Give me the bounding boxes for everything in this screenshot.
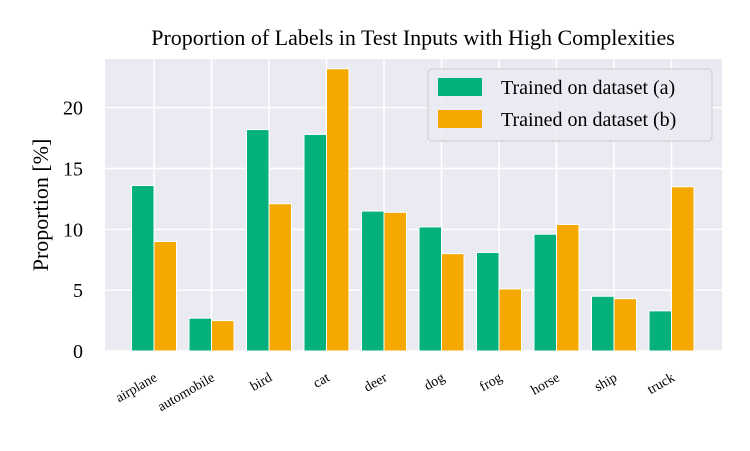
legend-swatch-b (438, 110, 482, 128)
bar-a-truck (648, 310, 672, 352)
x-tick-label-dog: dog (422, 370, 448, 393)
bar-b-ship (613, 298, 637, 352)
bar-b-airplane (153, 241, 177, 352)
bar-a-deer (361, 210, 385, 352)
bar-b-dog (441, 253, 465, 352)
bar-a-cat (303, 133, 327, 352)
bar-b-bird (268, 203, 292, 352)
y-tick-labels: 0 5 10 15 20 (63, 98, 83, 363)
y-tick-label: 10 (63, 219, 83, 241)
bars (131, 68, 695, 352)
legend-swatch-a (438, 78, 482, 96)
legend-label-a: Trained on dataset (a) (501, 77, 675, 99)
bar-a-horse (533, 233, 557, 352)
x-tick-label-ship: ship (592, 370, 620, 395)
y-axis-label: Proportion [%] (28, 139, 53, 272)
legend-box (427, 68, 713, 142)
bar-b-truck (671, 186, 695, 352)
legend: Trained on dataset (a) Trained on datase… (427, 68, 713, 142)
chart-title: Proportion of Labels in Test Inputs with… (151, 25, 675, 50)
bar-a-airplane (131, 185, 155, 352)
x-tick-label-automobile: automobile (155, 370, 217, 414)
y-tick-label: 5 (73, 280, 83, 302)
y-tick-label: 20 (63, 98, 83, 120)
y-tick-label: 15 (63, 159, 83, 181)
bar-a-dog (418, 226, 442, 352)
x-tick-label-truck: truck (645, 370, 677, 397)
bar-b-horse (556, 223, 580, 352)
x-tick-label-cat: cat (311, 370, 333, 391)
y-tick-label: 0 (73, 341, 83, 363)
bar-b-deer (383, 211, 407, 352)
bar-b-automobile (211, 320, 235, 352)
x-tick-label-deer: deer (362, 370, 391, 395)
bar-a-frog (476, 251, 500, 352)
bar-a-bird (246, 129, 270, 352)
x-tick-label-bird: bird (248, 370, 275, 394)
x-tick-label-frog: frog (477, 370, 505, 395)
x-tick-label-horse: horse (529, 370, 563, 398)
bar-b-frog (498, 288, 522, 352)
x-tick-label-airplane: airplane (113, 370, 160, 406)
bar-b-cat (326, 68, 350, 352)
bar-a-ship (591, 295, 615, 352)
legend-label-b: Trained on dataset (b) (501, 109, 676, 131)
bar-a-automobile (188, 317, 212, 352)
